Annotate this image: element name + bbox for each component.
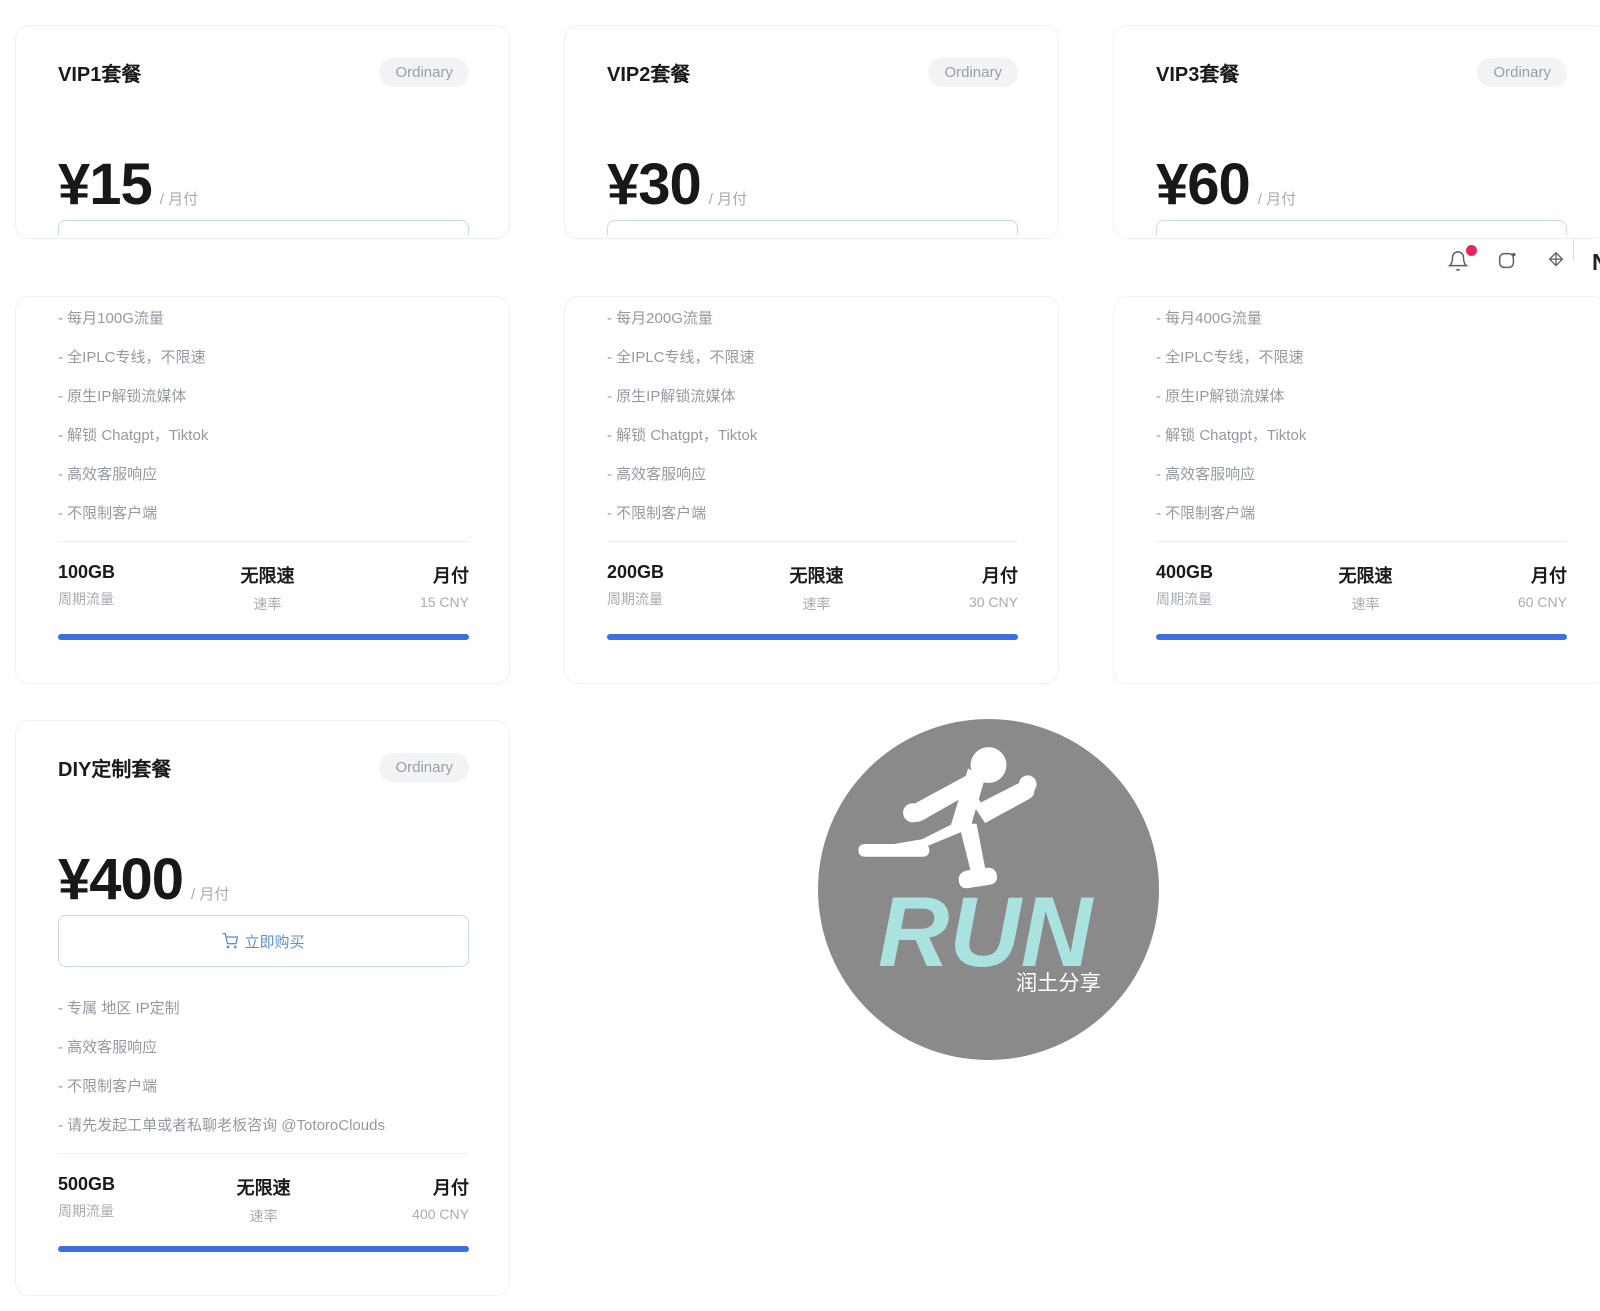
svg-text:润土分享: 润土分享: [1016, 971, 1101, 995]
